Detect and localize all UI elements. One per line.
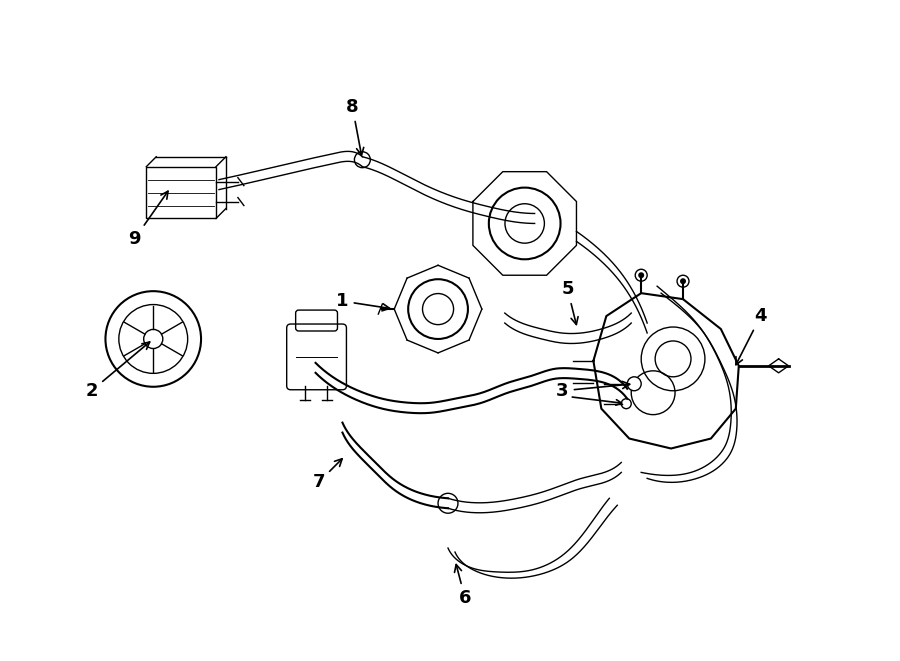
Circle shape <box>638 272 644 278</box>
Text: 6: 6 <box>454 564 472 607</box>
Text: 1: 1 <box>337 292 390 311</box>
Text: 5: 5 <box>562 280 578 325</box>
Text: 2: 2 <box>86 342 149 400</box>
Text: 7: 7 <box>312 459 342 491</box>
Circle shape <box>621 399 631 408</box>
Text: 9: 9 <box>128 191 168 248</box>
Text: 8: 8 <box>346 98 364 155</box>
Text: 4: 4 <box>736 307 767 365</box>
Circle shape <box>635 269 647 281</box>
Text: 3: 3 <box>556 381 630 400</box>
Circle shape <box>677 275 689 287</box>
Circle shape <box>627 377 641 391</box>
Circle shape <box>680 278 686 284</box>
